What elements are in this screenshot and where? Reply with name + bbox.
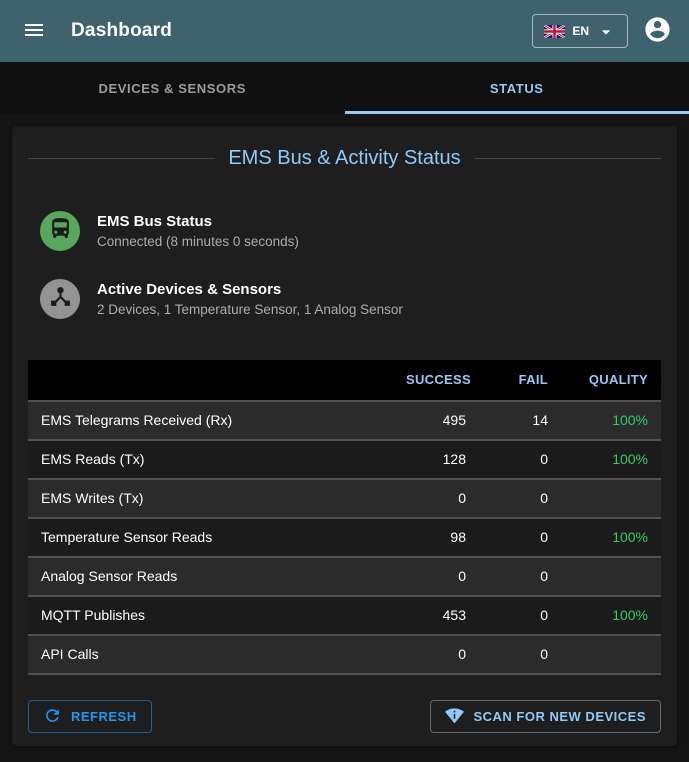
quality-cell: 100% (612, 529, 648, 545)
fail-cell: 0 (540, 607, 548, 623)
success-cell: 98 (450, 529, 466, 545)
fail-column-header: FAIL (518, 372, 548, 387)
app-bar: Dashboard EN (0, 0, 689, 62)
scan-wifi-icon (445, 706, 465, 728)
status-card: EMS Bus & Activity Status EMS Bus Status… (12, 126, 677, 746)
card-title: EMS Bus & Activity Status (228, 147, 461, 169)
quality-cell: 100% (612, 412, 648, 428)
quality-cell (561, 479, 661, 518)
success-column-header: SUCCESS (406, 372, 471, 387)
row-label: EMS Reads (Tx) (41, 451, 145, 467)
row-label: MQTT Publishes (41, 607, 145, 623)
success-cell: 128 (442, 451, 466, 467)
tab-status[interactable]: STATUS (489, 80, 544, 96)
account-button[interactable] (639, 13, 675, 49)
label-column-header (28, 360, 393, 401)
language-selector[interactable]: EN (532, 14, 628, 48)
fail-cell: 0 (540, 529, 548, 545)
devices-secondary: 2 Devices, 1 Temperature Sensor, 1 Analo… (97, 301, 403, 317)
table-row: MQTT Publishes 453 0 100% (28, 596, 661, 635)
quality-cell (561, 557, 661, 596)
list-item-active-devices: Active Devices & Sensors 2 Devices, 1 Te… (40, 279, 661, 319)
success-cell: 453 (442, 607, 466, 623)
table-row: EMS Reads (Tx) 128 0 100% (28, 440, 661, 479)
card-actions: REFRESH SCAN FOR NEW DEVICES (12, 675, 677, 733)
table-row: EMS Telegrams Received (Rx) 495 14 100% (28, 401, 661, 440)
table-row: API Calls 0 0 (28, 635, 661, 674)
quality-column-header: QUALITY (588, 372, 648, 387)
bus-status-secondary: Connected (8 minutes 0 seconds) (97, 233, 299, 249)
bus-status-primary: EMS Bus Status (97, 212, 213, 230)
menu-button[interactable] (14, 11, 54, 51)
devices-text: Active Devices & Sensors 2 Devices, 1 Te… (97, 280, 403, 319)
scan-for-new-devices-button[interactable]: SCAN FOR NEW DEVICES (430, 700, 661, 733)
success-cell: 0 (458, 568, 466, 584)
devices-avatar (40, 279, 80, 319)
language-code: EN (572, 24, 589, 38)
success-cell: 495 (442, 412, 466, 428)
row-label: Analog Sensor Reads (41, 568, 178, 584)
title-divider-left (28, 157, 216, 159)
fail-cell: 14 (532, 412, 548, 428)
fail-cell: 0 (540, 451, 548, 467)
table-header-row: SUCCESS FAIL QUALITY (28, 360, 661, 401)
chevron-down-icon (596, 20, 616, 42)
activity-stats-table: SUCCESS FAIL QUALITY EMS Telegrams Recei… (28, 360, 661, 675)
table-row: EMS Writes (Tx) 0 0 (28, 479, 661, 518)
tab-bar: DEVICES & SENSORS STATUS (0, 62, 689, 114)
row-label: API Calls (41, 646, 99, 662)
success-cell: 0 (458, 646, 466, 662)
fail-cell: 0 (540, 646, 548, 662)
refresh-button[interactable]: REFRESH (28, 700, 152, 733)
hamburger-menu-icon (22, 18, 46, 45)
quality-cell: 100% (612, 451, 648, 467)
quality-cell (561, 635, 661, 674)
status-list: EMS Bus Status Connected (8 minutes 0 se… (12, 170, 677, 319)
row-label: Temperature Sensor Reads (41, 529, 213, 545)
bus-status-avatar (40, 211, 80, 251)
active-tab-indicator (344, 111, 689, 114)
devices-primary: Active Devices & Sensors (97, 280, 282, 298)
quality-cell: 100% (612, 607, 648, 623)
fail-cell: 0 (540, 490, 548, 506)
table-row: Analog Sensor Reads 0 0 (28, 557, 661, 596)
list-item-ems-bus-status: EMS Bus Status Connected (8 minutes 0 se… (40, 211, 661, 251)
device-hub-icon (48, 284, 73, 314)
page-title: Dashboard (71, 20, 173, 41)
account-circle-icon (643, 15, 672, 47)
uk-flag-icon (544, 24, 566, 38)
tab-devices-and-sensors[interactable]: DEVICES & SENSORS (98, 80, 246, 96)
refresh-icon (43, 706, 62, 728)
bus-icon (48, 216, 73, 246)
fail-cell: 0 (540, 568, 548, 584)
bus-status-text: EMS Bus Status Connected (8 minutes 0 se… (97, 212, 299, 251)
table-row: Temperature Sensor Reads 98 0 100% (28, 518, 661, 557)
row-label: EMS Telegrams Received (Rx) (41, 412, 233, 428)
card-title-row: EMS Bus & Activity Status (12, 126, 677, 170)
refresh-button-label: REFRESH (71, 709, 137, 724)
scan-button-label: SCAN FOR NEW DEVICES (473, 709, 646, 724)
title-divider-right (473, 157, 661, 159)
row-label: EMS Writes (Tx) (41, 490, 144, 506)
success-cell: 0 (458, 490, 466, 506)
